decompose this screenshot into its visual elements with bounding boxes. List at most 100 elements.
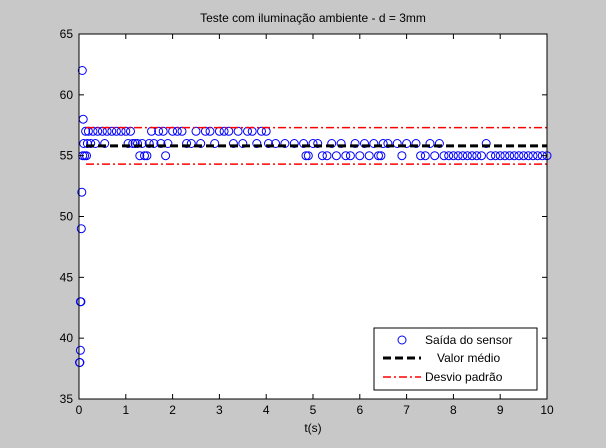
sensor-point [133, 139, 142, 148]
sensor-point [137, 139, 147, 148]
sensor-point [458, 151, 468, 161]
sensor-point [467, 151, 477, 161]
y-tick-label: 35 [60, 392, 74, 406]
x-tick-label: 3 [216, 403, 223, 417]
sensor-point [509, 151, 519, 161]
sensor-point [453, 151, 463, 161]
sensor-point [219, 126, 229, 136]
sensor-point [364, 151, 374, 161]
x-axis-label: t(s) [304, 421, 321, 435]
legend-marker-sensor [397, 335, 407, 345]
sensor-point [345, 151, 355, 161]
sensor-point [233, 126, 243, 136]
sensor-point [369, 139, 379, 148]
sensor-point [514, 151, 524, 161]
sensor-point [533, 151, 543, 161]
sensor-point [392, 139, 402, 148]
sensor-point [186, 139, 196, 148]
sensor-point [128, 139, 138, 148]
sensor-point [308, 139, 318, 148]
sensor-point [224, 126, 234, 136]
legend-label-std: Desvio padrão [425, 370, 503, 384]
sensor-point [374, 151, 383, 161]
sensor-point [355, 151, 365, 161]
sensor-point [182, 139, 192, 148]
sensor-point [154, 126, 164, 136]
x-tick-label: 1 [122, 403, 129, 417]
sensor-point [336, 139, 346, 148]
sensor-point [439, 151, 449, 161]
sensor-point [491, 151, 500, 161]
sensor-point [519, 151, 529, 161]
sensor-point [271, 139, 281, 148]
sensor-point [177, 126, 187, 136]
sensor-point [486, 151, 496, 161]
sensor-point [142, 151, 152, 161]
sensor-point [100, 139, 110, 148]
sensor-point [144, 139, 154, 148]
sensor-point [264, 139, 273, 148]
y-tick-label: 40 [60, 331, 74, 345]
x-tick-label: 4 [263, 403, 270, 417]
sensor-point [289, 139, 299, 148]
sensor-point [317, 151, 327, 161]
sensor-point [327, 139, 337, 148]
sensor-point [111, 126, 121, 136]
legend: Saída do sensor Valor médio Desvio padrã… [373, 327, 538, 391]
sensor-point [416, 151, 426, 161]
sensor-point [505, 151, 515, 161]
sensor-point [472, 151, 482, 161]
sensor-point [163, 139, 173, 148]
data-layer [75, 66, 552, 367]
sensor-point [341, 151, 351, 161]
x-tick-label: 5 [310, 403, 317, 417]
sensor-point [303, 151, 313, 161]
sensor-point [158, 126, 168, 136]
sensor-point [322, 151, 332, 161]
sensor-point [90, 139, 100, 148]
sensor-point [161, 151, 171, 161]
sensor-point [299, 139, 309, 148]
sensor-point [76, 297, 86, 307]
sensor-point [378, 139, 388, 148]
sensor-point [402, 139, 412, 148]
sensor-point [210, 139, 220, 148]
x-tick-label: 2 [169, 403, 176, 417]
sensor-point [252, 139, 262, 148]
sensor-point [79, 139, 89, 148]
x-tick-label: 6 [356, 403, 363, 417]
sensor-point [257, 126, 266, 136]
sensor-point [360, 139, 369, 148]
legend-label-sensor: Saída do sensor [425, 333, 512, 347]
sensor-point [528, 151, 538, 161]
sensor-point [434, 139, 444, 148]
sensor-point [75, 358, 85, 367]
sensor-point [444, 151, 454, 161]
sensor-point [495, 151, 505, 161]
sensor-point [130, 139, 140, 148]
sensor-point [425, 139, 435, 148]
sensor-point [430, 151, 440, 161]
sensor-point [500, 151, 510, 161]
y-tick-label: 65 [60, 27, 74, 41]
sensor-point [156, 139, 166, 148]
sensor-point [383, 139, 393, 148]
y-tick-label: 45 [60, 270, 74, 284]
y-tick-label: 55 [60, 149, 74, 163]
sensor-point [135, 151, 145, 161]
sensor-point [477, 151, 486, 161]
x-tick-label: 0 [76, 403, 83, 417]
sensor-point [77, 66, 87, 75]
x-tick-label: 9 [497, 403, 504, 417]
sensor-point [76, 224, 86, 234]
sensor-point [77, 187, 87, 197]
sensor-point [481, 139, 491, 148]
sensor-point [397, 151, 407, 161]
sensor-point [523, 151, 533, 161]
sensor-point [123, 139, 133, 148]
sensor-point [331, 151, 341, 161]
x-tick-label: 7 [403, 403, 410, 417]
sensor-point [376, 151, 386, 161]
sensor-point [149, 139, 159, 148]
